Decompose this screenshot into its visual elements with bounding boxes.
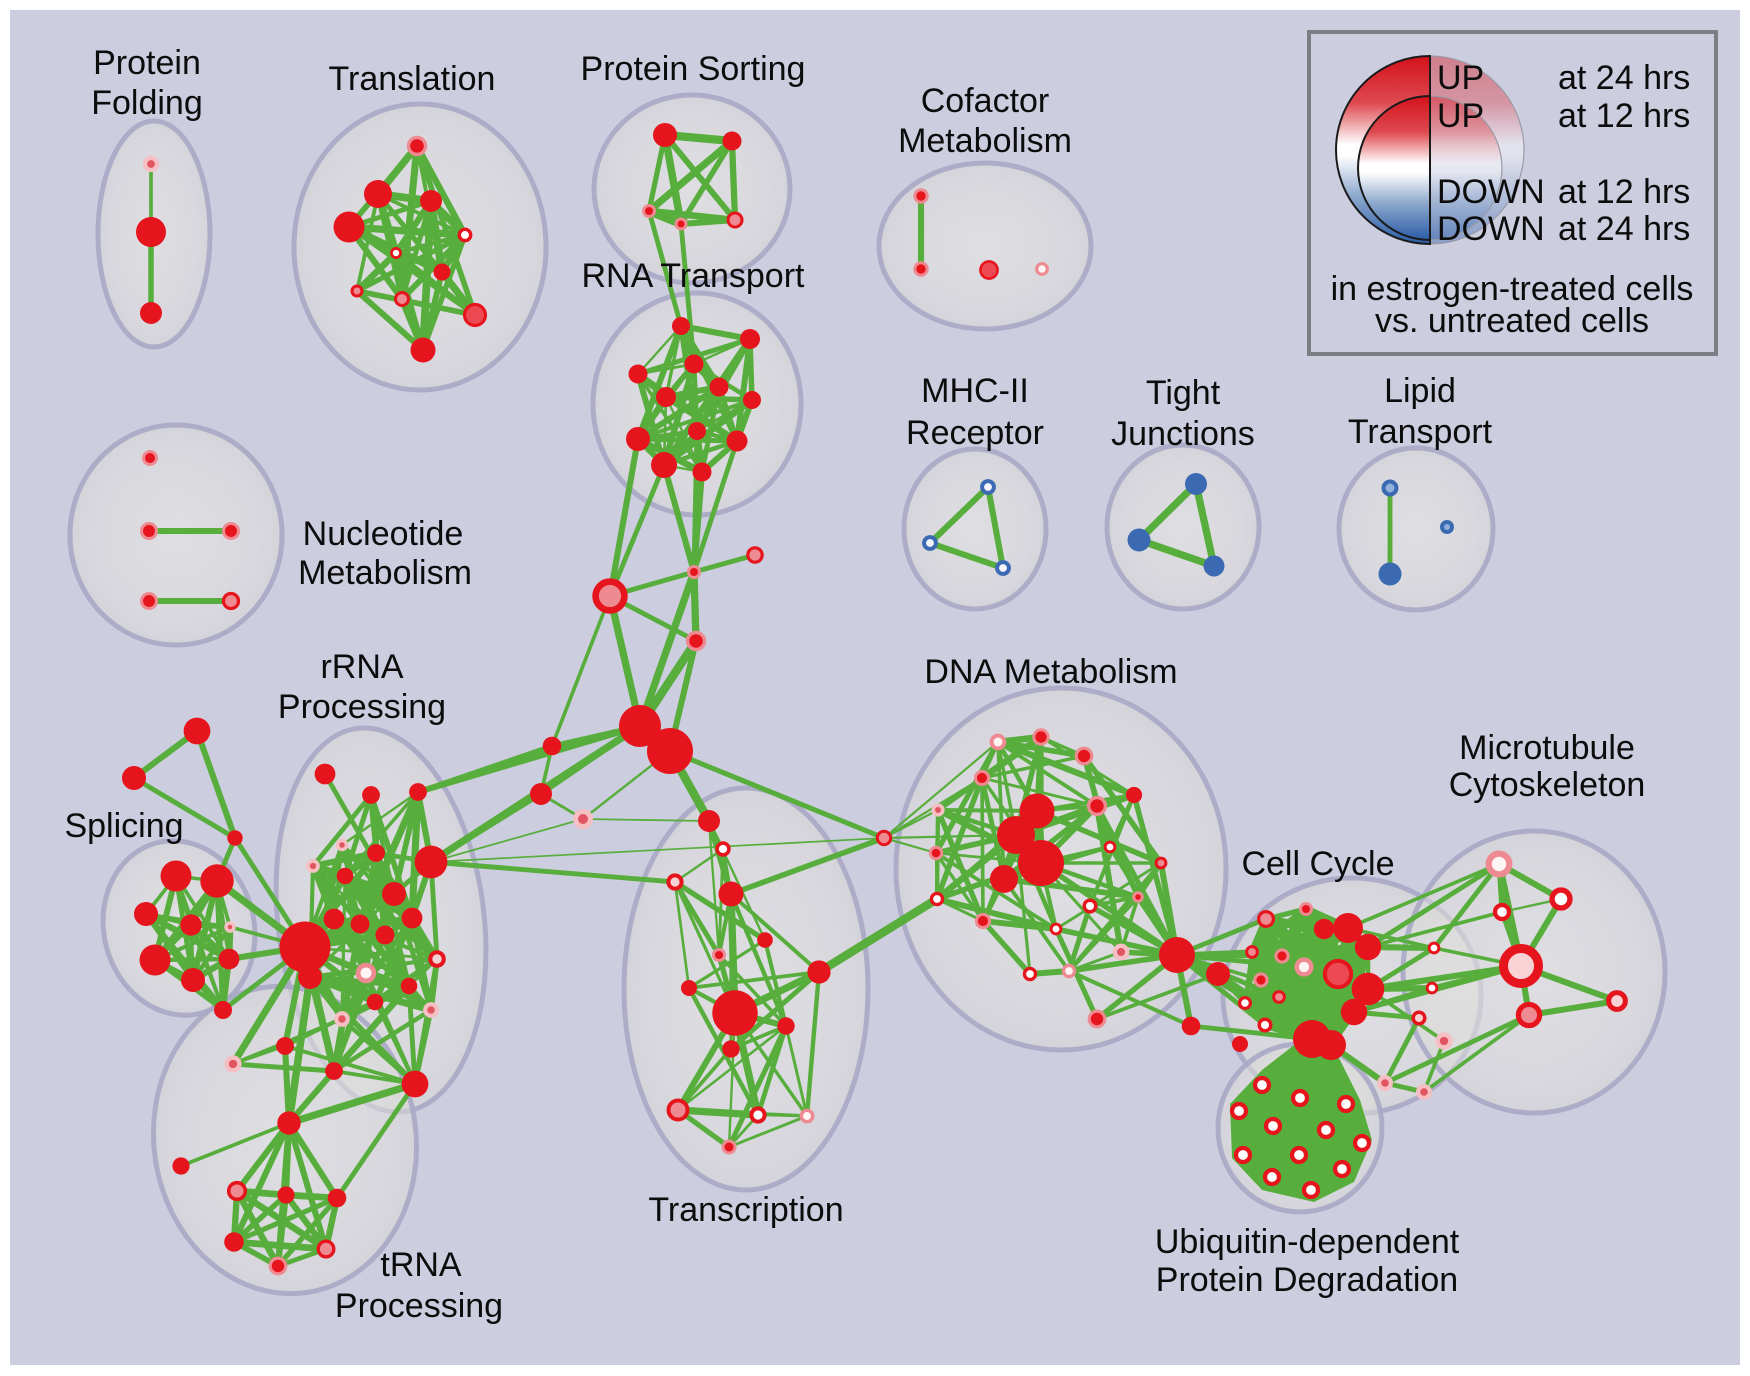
svg-text:Cytoskeleton: Cytoskeleton xyxy=(1449,766,1646,804)
svg-text:tRNA: tRNA xyxy=(380,1246,462,1284)
svg-text:in estrogen-treated cells: in estrogen-treated cells xyxy=(1331,270,1694,308)
svg-text:DNA Metabolism: DNA Metabolism xyxy=(924,653,1177,691)
svg-text:Translation: Translation xyxy=(329,60,496,98)
svg-text:Metabolism: Metabolism xyxy=(898,122,1072,160)
svg-text:Protein Sorting: Protein Sorting xyxy=(581,50,806,88)
svg-text:at 12 hrs: at 12 hrs xyxy=(1558,173,1690,211)
svg-text:Splicing: Splicing xyxy=(64,807,183,845)
svg-text:at 12 hrs: at 12 hrs xyxy=(1558,97,1690,135)
svg-text:Cofactor: Cofactor xyxy=(921,82,1050,120)
svg-text:vs. untreated cells: vs. untreated cells xyxy=(1375,302,1649,340)
svg-text:Lipid: Lipid xyxy=(1384,372,1456,410)
svg-text:at 24 hrs: at 24 hrs xyxy=(1558,59,1690,97)
svg-text:Processing: Processing xyxy=(335,1287,503,1325)
svg-text:Transport: Transport xyxy=(1348,413,1493,451)
svg-text:Transcription: Transcription xyxy=(648,1191,843,1229)
svg-text:Processing: Processing xyxy=(278,688,446,726)
svg-text:Junctions: Junctions xyxy=(1111,415,1255,453)
svg-text:Microtubule: Microtubule xyxy=(1459,729,1635,767)
svg-text:DOWN: DOWN xyxy=(1437,210,1545,248)
svg-text:Metabolism: Metabolism xyxy=(298,554,472,592)
svg-text:Protein: Protein xyxy=(93,44,201,82)
svg-text:Tight: Tight xyxy=(1146,374,1221,412)
svg-text:UP: UP xyxy=(1437,97,1484,135)
svg-text:Folding: Folding xyxy=(91,84,203,122)
svg-text:UP: UP xyxy=(1437,59,1484,97)
svg-text:Nucleotide: Nucleotide xyxy=(303,515,464,553)
svg-text:Cell Cycle: Cell Cycle xyxy=(1241,845,1394,883)
svg-text:DOWN: DOWN xyxy=(1437,173,1545,211)
svg-text:Receptor: Receptor xyxy=(906,414,1044,452)
svg-text:MHC-II: MHC-II xyxy=(921,372,1029,410)
svg-text:at 24 hrs: at 24 hrs xyxy=(1558,210,1690,248)
svg-text:rRNA: rRNA xyxy=(320,648,403,686)
svg-text:RNA Transport: RNA Transport xyxy=(582,257,806,295)
svg-text:Protein Degradation: Protein Degradation xyxy=(1156,1261,1458,1299)
svg-text:Ubiquitin-dependent: Ubiquitin-dependent xyxy=(1155,1223,1460,1261)
